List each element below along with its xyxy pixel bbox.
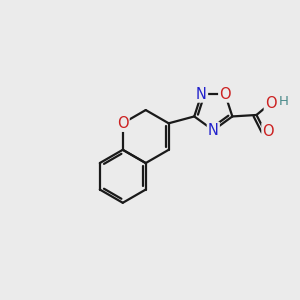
Text: O: O (117, 116, 129, 131)
Text: N: N (208, 123, 219, 138)
Text: O: O (262, 124, 274, 139)
Text: H: H (279, 95, 289, 108)
Text: N: N (196, 87, 207, 102)
Text: O: O (219, 87, 231, 102)
Text: O: O (265, 96, 276, 111)
